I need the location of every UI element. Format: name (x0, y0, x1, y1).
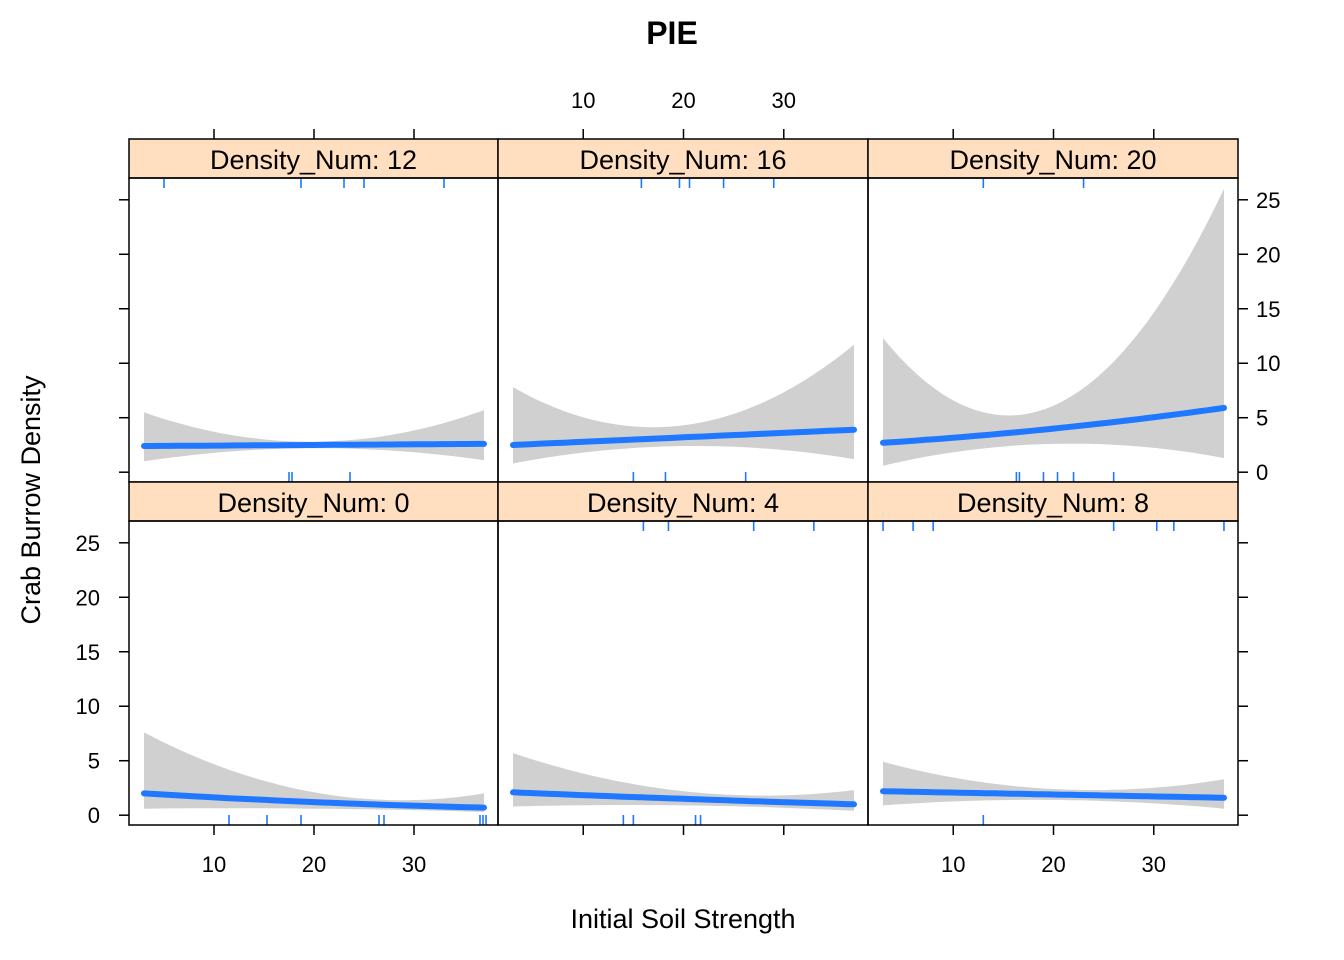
panels-layer: Density_Num: 12 Density_Num: 16 Density_Nu… (128, 138, 1239, 826)
y-axis-label: Crab Burrow Density (16, 375, 46, 625)
confidence-band (883, 761, 1224, 809)
y-tick-label: 10 (76, 694, 100, 719)
confidence-band (144, 732, 484, 812)
x-tick-label: 10 (202, 852, 226, 877)
y-tick-label: 15 (76, 640, 100, 665)
y-tick-label: 5 (88, 749, 100, 774)
y-tick-label: 25 (1256, 188, 1280, 213)
panel-0: Density_Num: 12 (128, 138, 499, 483)
panel-1: Density_Num: 16 (497, 138, 869, 483)
y-tick-label: 15 (1256, 297, 1280, 322)
panel-strip-label: Density_Num: 16 (579, 145, 786, 175)
panel-4: Density_Num: 4 (497, 481, 869, 826)
panel-strip (867, 481, 1239, 522)
y-tick-label: 0 (1256, 460, 1268, 485)
fit-line (141, 440, 487, 449)
x-tick-label: 20 (302, 852, 326, 877)
axes-layer: 10 20 30 10 20 30 10 20 30 0 5 10 15 20 25 0 5 10 15 20 25 (76, 88, 1281, 877)
panel-strip (128, 481, 499, 522)
panel-strip-label: Density_Num: 4 (587, 488, 779, 518)
x-tick-label: 20 (1041, 852, 1065, 877)
chart-title: PIE (646, 15, 698, 51)
panel-5: Density_Num: 8 (867, 481, 1239, 826)
x-tick-label: 10 (941, 852, 965, 877)
fit-line (510, 789, 857, 808)
panel-strip-label: Density_Num: 20 (949, 145, 1156, 175)
panel-strip (497, 481, 869, 522)
x-tick-label: 10 (571, 88, 595, 113)
panel-strip (128, 138, 499, 179)
x-tick-label: 30 (772, 88, 796, 113)
panel-strip-label: Density_Num: 8 (957, 488, 1149, 518)
fit-line (880, 404, 1227, 446)
y-tick-label: 0 (88, 803, 100, 828)
fit-line (880, 788, 1227, 801)
confidence-band (144, 410, 484, 462)
confidence-band (883, 188, 1224, 466)
x-tick-label: 30 (1142, 852, 1166, 877)
panel-strip-label: Density_Num: 12 (210, 145, 417, 175)
panel-2: Density_Num: 20 (867, 138, 1239, 483)
x-axis-label: Initial Soil Strength (570, 904, 795, 934)
y-tick-label: 10 (1256, 351, 1280, 376)
y-tick-label: 25 (76, 531, 100, 556)
panel-strip (867, 138, 1239, 179)
x-tick-label: 20 (671, 88, 695, 113)
fit-line (510, 426, 857, 448)
x-tick-label: 30 (402, 852, 426, 877)
y-tick-label: 5 (1256, 406, 1268, 431)
panel-3: Density_Num: 0 (128, 481, 499, 826)
fit-line (141, 790, 487, 811)
y-tick-label: 20 (76, 585, 100, 610)
y-tick-label: 20 (1256, 242, 1280, 267)
panel-strip-label: Density_Num: 0 (217, 488, 409, 518)
